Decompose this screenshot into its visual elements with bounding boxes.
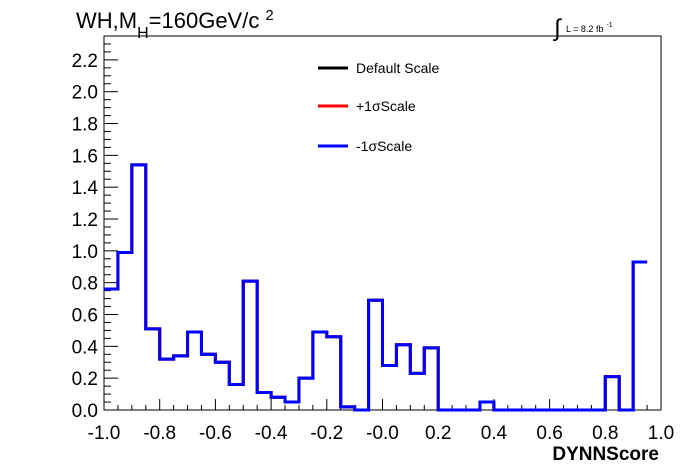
y-tick-label: 2.0: [72, 83, 98, 104]
x-tick-label: 1.0: [648, 423, 674, 444]
x-tick-label: 0.8: [592, 423, 618, 444]
title-subscript: H: [137, 25, 149, 42]
lumi-integral: ∫: [552, 15, 562, 42]
lumi-superscript: -1: [606, 22, 612, 29]
y-tick-label: 0.6: [72, 306, 98, 327]
x-tick-label: -0.4: [255, 423, 288, 444]
y-tick-label: 0.2: [72, 369, 98, 390]
legend-label-minus1sigma: -1σScale: [356, 138, 412, 154]
x-tick-label: -1.0: [88, 423, 121, 444]
y-tick-label: 0.8: [72, 274, 98, 295]
title-prefix: WH,M: [76, 8, 137, 33]
x-tick-label: 0.2: [425, 423, 451, 444]
chart-title: WH,MH=160GeV/c 2: [76, 7, 274, 42]
y-tick-label: 0.0: [72, 401, 98, 422]
y-tick-label: 1.2: [72, 210, 98, 231]
series-line-0: [104, 163, 648, 412]
legend: Default Scale +1σScale -1σScale: [318, 60, 439, 154]
x-tick-label: -0.0: [366, 423, 399, 444]
series-line-2: [104, 163, 648, 412]
y-tick-label: 0.4: [72, 337, 99, 358]
y-tick-label: 1.4: [72, 178, 99, 199]
legend-label-default: Default Scale: [356, 60, 439, 76]
x-axis-title: DYNNScore: [552, 444, 659, 465]
legend-label-plus1sigma: +1σScale: [356, 98, 416, 114]
y-tick-label: 1.0: [72, 242, 98, 263]
y-tick-label: 1.6: [72, 146, 98, 167]
lumi-label: L = 8.2 fb -1: [566, 22, 613, 34]
y-tick-label: 1.8: [72, 115, 98, 136]
title-superscript: 2: [265, 7, 273, 24]
lumi-text: L = 8.2 fb: [566, 24, 603, 34]
axes: -1.0 -0.8 -0.6 -0.4 -0.2 -0.0 0.2 0.4 0.6 0.8 1.0 0…: [72, 35, 674, 444]
series-line-1: [104, 163, 648, 412]
x-tick-label: -0.2: [310, 423, 343, 444]
title-main: =160GeV/c: [149, 8, 260, 33]
x-tick-label: 0.4: [481, 423, 508, 444]
x-tick-label: 0.6: [536, 423, 562, 444]
y-tick-label: 2.2: [72, 51, 98, 72]
x-tick-label: -0.6: [199, 423, 232, 444]
series-layer: [104, 163, 648, 412]
x-tick-label: -0.8: [143, 423, 176, 444]
